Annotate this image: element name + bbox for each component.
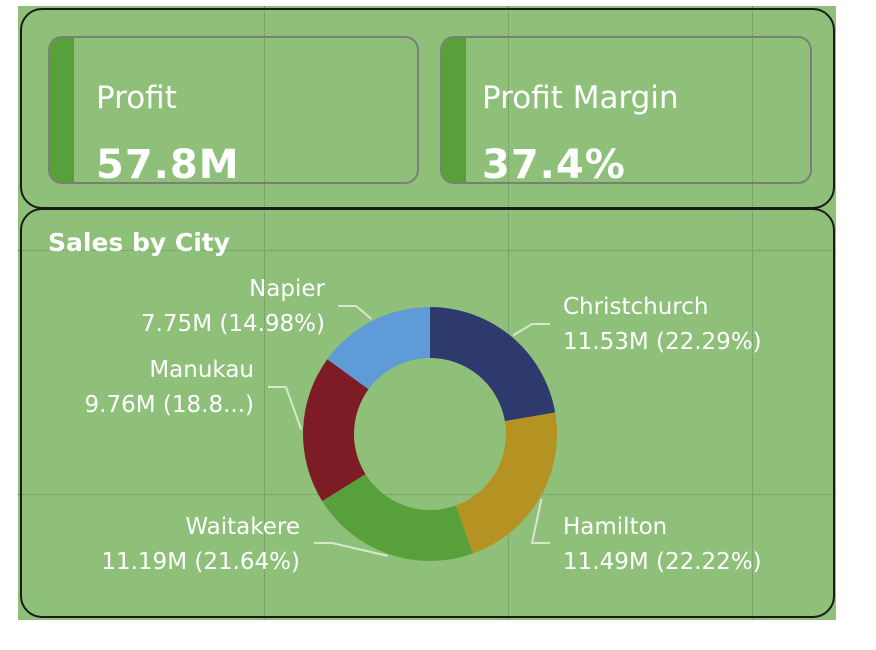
leader-line-manukau [268, 386, 303, 430]
leader-line-hamilton [530, 498, 550, 544]
slice-value: 9.76M (18.8...) [84, 392, 254, 418]
guide-line [18, 250, 836, 251]
guide-line [508, 6, 509, 620]
label-hamilton: Hamilton 11.49M (22.22%) [563, 510, 762, 580]
slice-name: Hamilton [563, 514, 668, 540]
card-accent-bar [442, 38, 466, 182]
label-waitakere: Waitakere 11.19M (21.64%) [101, 510, 300, 580]
card-value: 37.4% [482, 142, 626, 184]
guide-line [18, 494, 836, 495]
slice-value: 11.19M (21.64%) [101, 549, 300, 575]
report-canvas: Profit 57.8M Profit Margin 37.4% Sales b… [18, 6, 836, 620]
slice-name: Manukau [149, 357, 254, 383]
card-label: Profit Margin [482, 80, 679, 116]
label-manukau: Manukau 9.76M (18.8...) [85, 353, 254, 423]
profit-margin-card[interactable]: Profit Margin 37.4% [440, 36, 812, 184]
slice-value: 11.49M (22.22%) [563, 549, 762, 575]
slice-name: Waitakere [185, 514, 300, 540]
leader-line-christchurch [512, 323, 550, 337]
donut-slice-christchurch[interactable] [430, 307, 556, 422]
guide-line [752, 6, 753, 620]
leader-line-waitakere [314, 542, 388, 557]
chart-group[interactable] [20, 208, 835, 618]
profit-card[interactable]: Profit 57.8M [48, 36, 419, 184]
donut-slice-waitakere[interactable] [322, 474, 473, 561]
guide-line [264, 6, 265, 620]
chart-title: Sales by City [48, 228, 231, 257]
card-value: 57.8M [96, 142, 240, 184]
label-napier: Napier 7.75M (14.98%) [141, 272, 325, 342]
slice-name: Christchurch [563, 294, 709, 320]
donut-slice-manukau[interactable] [302, 359, 369, 502]
donut-chart[interactable] [18, 6, 836, 620]
donut-slice-hamilton[interactable] [455, 412, 558, 554]
card-accent-bar [50, 38, 74, 182]
donut-slice-napier[interactable] [327, 307, 430, 390]
card-label: Profit [96, 80, 177, 116]
label-christchurch: Christchurch 11.53M (22.29%) [563, 290, 762, 360]
slice-value: 7.75M (14.98%) [140, 311, 325, 337]
slice-value: 11.53M (22.29%) [563, 329, 762, 355]
slice-name: Napier [249, 276, 325, 302]
leader-line-napier [338, 305, 373, 320]
